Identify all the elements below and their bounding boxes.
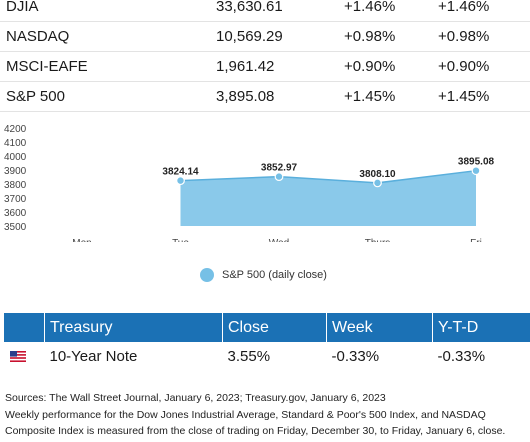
close-header: Close: [222, 313, 327, 342]
us-flag-icon: [10, 351, 26, 363]
sources-note: Sources: The Wall Street Journal, Januar…: [5, 392, 386, 404]
table-row: DJIA 33,630.61 +1.46% +1.46%: [0, 0, 530, 22]
index-value: 10,569.29: [216, 21, 344, 52]
data-label: 3895.08: [458, 157, 495, 168]
index-ytd: +0.98%: [438, 21, 530, 52]
index-name: DJIA: [0, 0, 216, 22]
series-line: [180, 169, 477, 184]
flag-cell: [4, 342, 45, 370]
index-week: +1.45%: [344, 81, 438, 112]
treasury-table: Treasury Close Week Y-T-D 10-Year Note 3…: [4, 313, 530, 370]
x-tick-label: Mon: [72, 238, 91, 242]
y-tick-label: 3800: [4, 180, 27, 191]
index-week: +0.90%: [344, 51, 438, 82]
flag-column-header: [4, 313, 45, 342]
index-ytd: +0.90%: [438, 51, 530, 82]
data-point: [471, 166, 481, 176]
chart-legend: S&P 500 (daily close): [200, 268, 327, 282]
indices-table: DJIA 33,630.61 +1.46% +1.46% NASDAQ 10,5…: [0, 0, 530, 112]
y-tick-label: 4100: [4, 138, 27, 149]
y-tick-label: 3600: [4, 208, 27, 219]
x-tick-label: Thurs: [365, 238, 391, 242]
index-name: MSCI-EAFE: [0, 51, 216, 82]
index-week: +1.46%: [344, 0, 438, 22]
footnotes: Sources: The Wall Street Journal, Januar…: [5, 390, 527, 440]
x-tick-label: Wed: [269, 238, 289, 242]
index-value: 33,630.61: [216, 0, 344, 22]
table-row: MSCI-EAFE 1,961.42 +0.90% +0.90%: [0, 51, 530, 82]
table-row: 10-Year Note 3.55% -0.33% -0.33%: [4, 342, 530, 370]
legend-label: S&P 500 (daily close): [222, 269, 327, 281]
data-label: 3808.10: [359, 169, 396, 180]
data-label: 3852.97: [261, 163, 298, 174]
x-tick-label: Fri: [470, 238, 482, 242]
index-ytd: +1.46%: [438, 0, 530, 22]
data-label: 3824.14: [162, 167, 199, 178]
table-row: S&P 500 3,895.08 +1.45% +1.45%: [0, 81, 530, 112]
y-tick-label: 3500: [4, 222, 27, 233]
sp500-area-chart: 3500 3600 3700 3800 3900 4000 4100 4200 3824.14 3…: [4, 124, 495, 242]
treasury-ytd: -0.33%: [437, 347, 486, 365]
series-area: [180, 170, 476, 226]
y-tick-label: 3900: [4, 166, 27, 177]
data-point: [176, 176, 185, 186]
x-tick-label: Tue: [172, 238, 189, 242]
data-point: [373, 178, 382, 188]
ytd-header: Y-T-D: [432, 313, 530, 342]
treasury-close: 3.55%: [227, 347, 271, 365]
index-value: 3,895.08: [216, 81, 344, 112]
index-week: +0.98%: [344, 21, 438, 52]
week-header: Week: [326, 313, 433, 342]
index-value: 1,961.42: [216, 51, 344, 82]
index-name: NASDAQ: [0, 21, 216, 52]
treasury-name: 10-Year Note: [49, 347, 138, 365]
treasury-week: -0.33%: [331, 347, 380, 365]
methodology-note: Weekly performance for the Dow Jones Ind…: [5, 408, 506, 438]
y-tick-label: 4200: [4, 124, 27, 135]
y-tick-label: 4000: [4, 152, 27, 163]
index-ytd: +1.45%: [438, 81, 530, 112]
legend-swatch: [200, 268, 214, 282]
treasury-header-row: Treasury Close Week Y-T-D: [4, 313, 530, 342]
index-name: S&P 500: [0, 81, 216, 112]
table-row: NASDAQ 10,569.29 +0.98% +0.98%: [0, 21, 530, 52]
treasury-header: Treasury: [44, 313, 223, 342]
data-point: [274, 172, 284, 181]
y-tick-label: 3700: [4, 194, 27, 205]
